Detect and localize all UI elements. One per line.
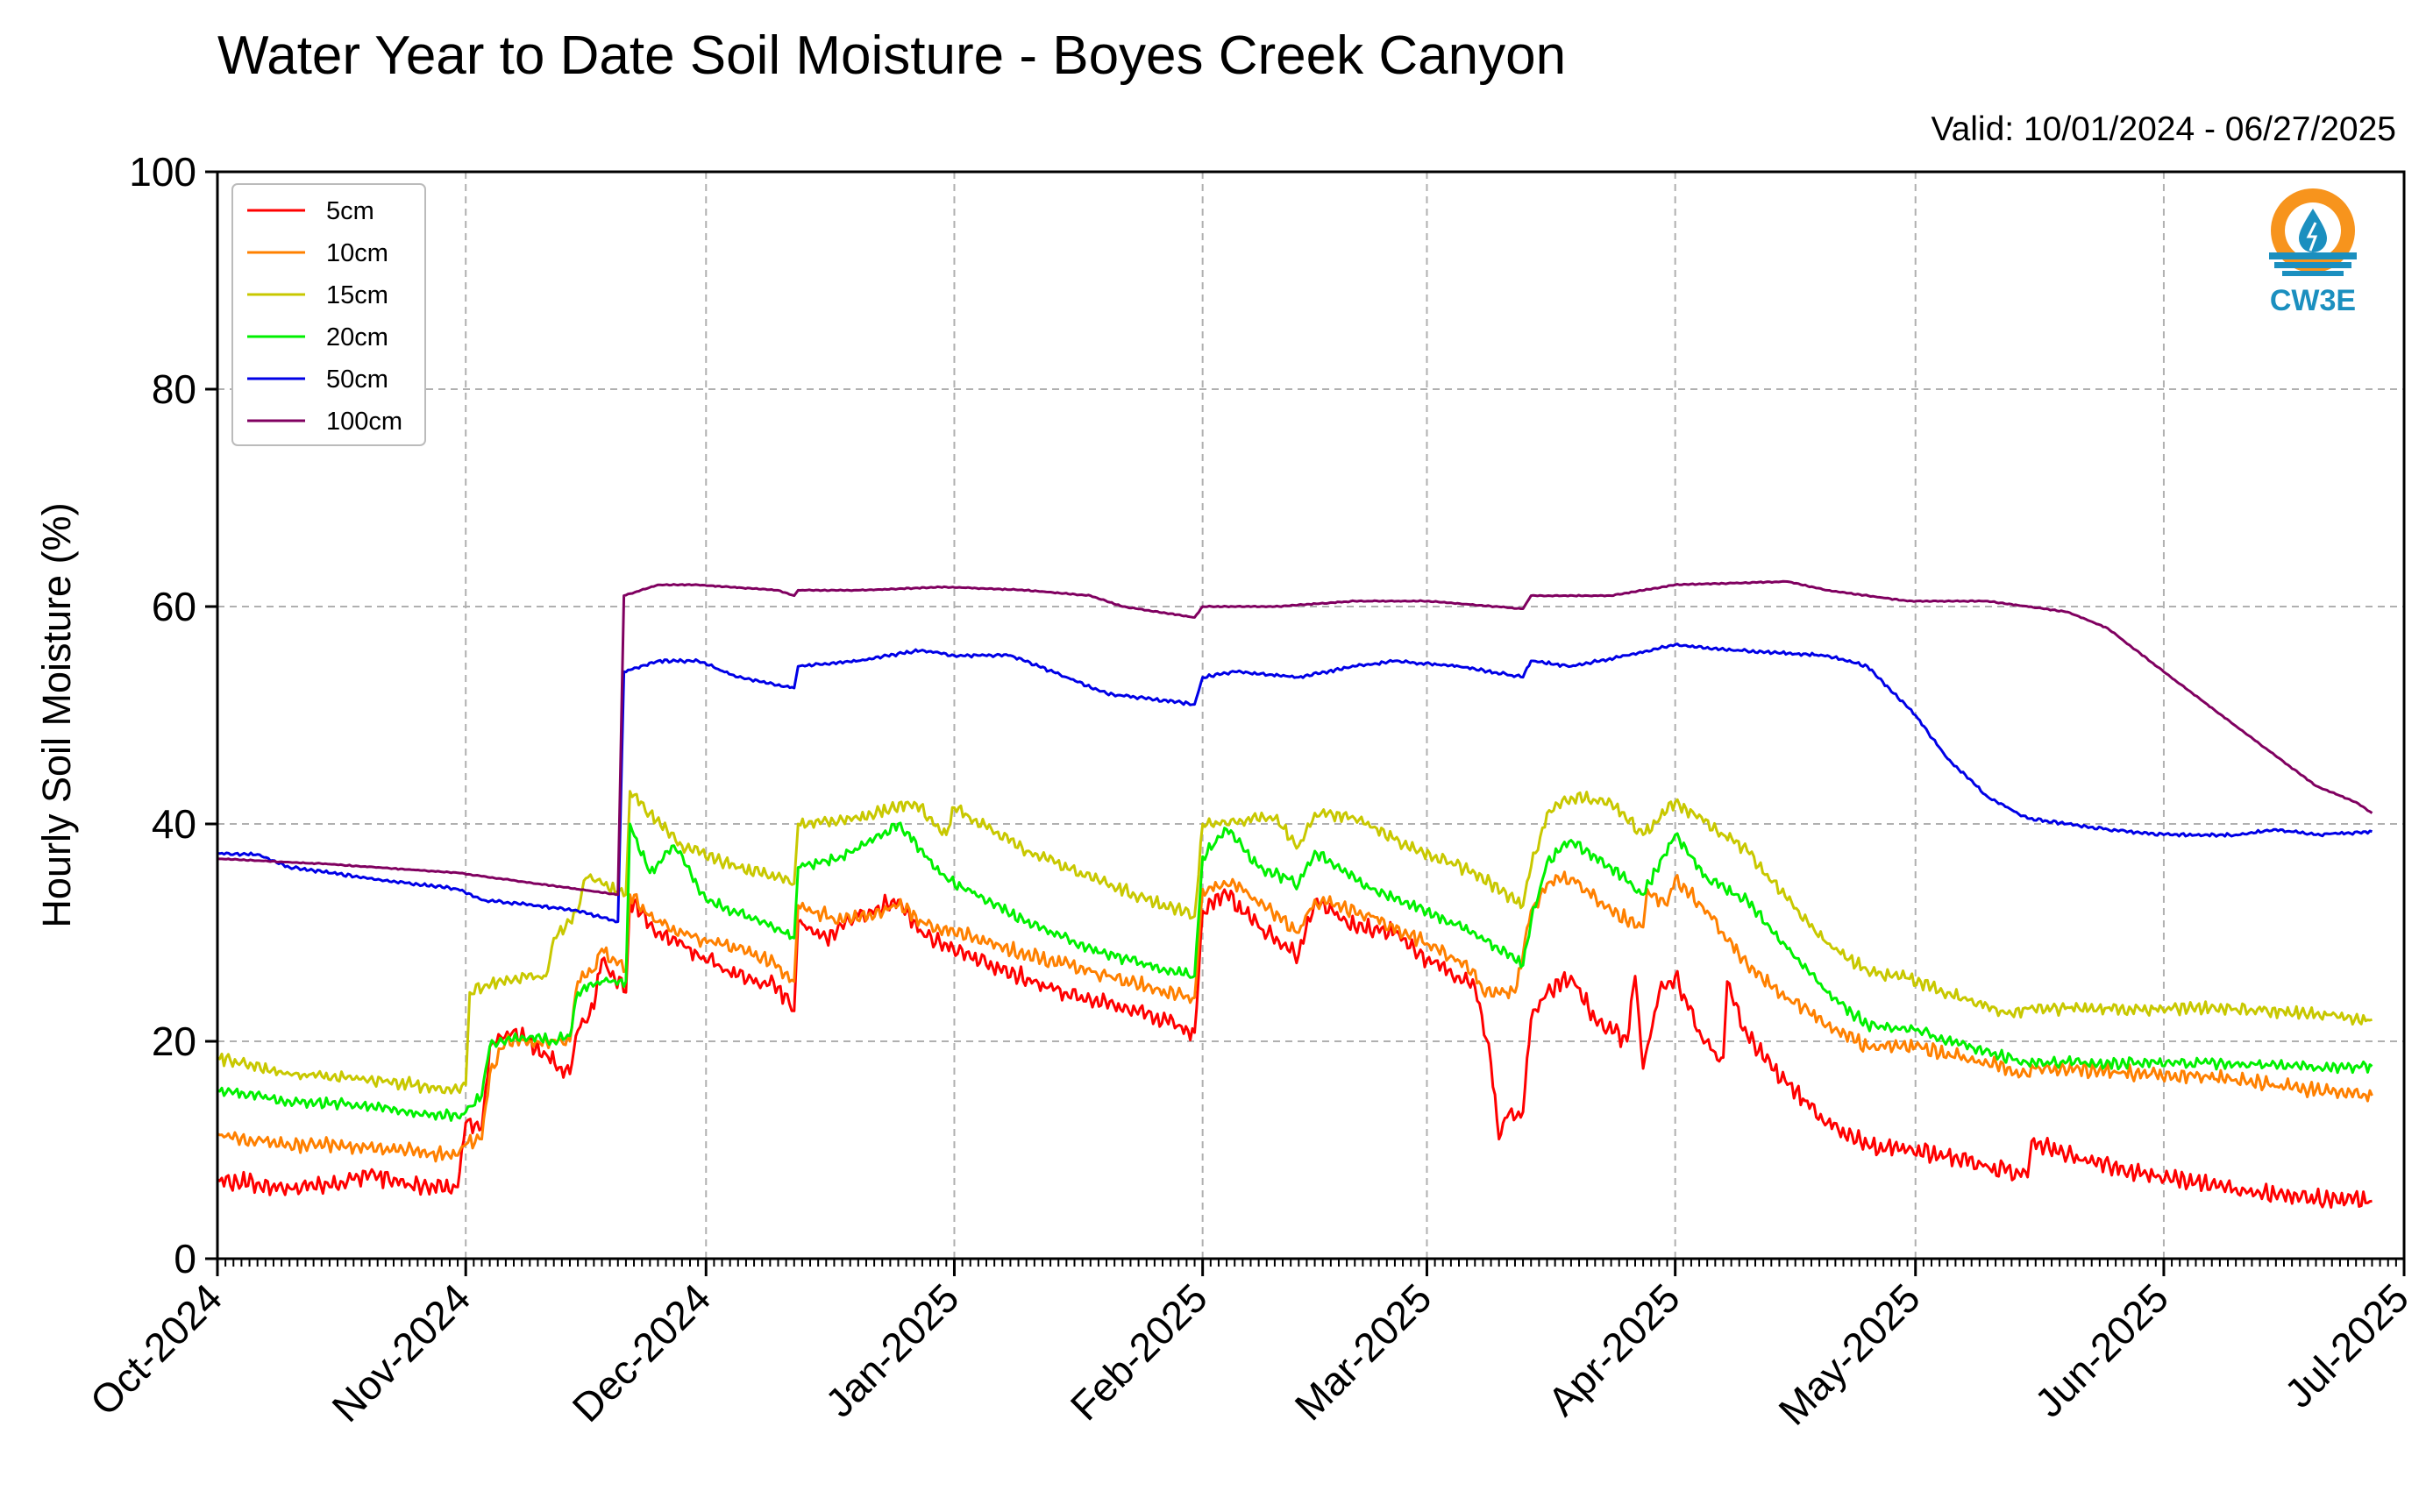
legend: 5cm 10cm 15cm 20cm 50cm 100cm [231,183,426,446]
series-line-20cm [217,821,2373,1122]
y-tick-label: 0 [174,1236,196,1281]
y-axis-label: Hourly Soil Moisture (%) [34,502,79,927]
x-tick-label: Mar-2025 [1286,1274,1441,1429]
legend-label-50cm: 50cm [326,366,388,394]
legend-label-15cm: 15cm [326,281,388,309]
grid-lines [217,172,2404,1259]
y-tick-label: 100 [129,149,196,195]
logo-text: CW3E [2270,284,2356,317]
series-line-10cm [217,870,2373,1163]
legend-label-20cm: 20cm [326,323,388,351]
axes: 0 20 40 60 80 100 Oct-2024 Nov-2024 Dec-2024 Jan-… [82,149,2418,1434]
x-tick-label: Jan-2025 [816,1274,967,1425]
series-line-15cm [217,790,2373,1095]
x-tick-label: Dec-2024 [564,1274,720,1430]
y-tick-label: 20 [152,1019,196,1064]
series-line-50cm [217,642,2373,924]
x-tick-label: Feb-2025 [1062,1274,1216,1429]
x-tick-label: Oct-2024 [82,1274,231,1424]
valid-date-range: Valid: 10/01/2024 - 06/27/2025 [1931,110,2396,148]
series-lines [217,579,2373,1209]
x-tick-label: May-2025 [1769,1274,1928,1433]
legend-label-10cm: 10cm [326,239,388,267]
series-line-100cm [217,579,2373,897]
y-tick-label: 40 [152,801,196,847]
x-tick-label: Nov-2024 [323,1274,479,1430]
x-tick-label: Jun-2025 [2026,1274,2177,1425]
cw3e-logo: CW3E [2269,188,2357,317]
x-tick-label: Apr-2025 [1539,1274,1689,1424]
y-tick-label: 80 [152,366,196,412]
series-line-5cm [217,888,2373,1209]
legend-label-100cm: 100cm [326,408,402,436]
y-tick-label: 60 [152,584,196,629]
plot-frame [216,170,2406,1260]
chart-title: Water Year to Date Soil Moisture - Boyes… [217,25,1567,86]
x-tick-label: Jul-2025 [2276,1274,2418,1416]
legend-label-5cm: 5cm [326,197,374,225]
